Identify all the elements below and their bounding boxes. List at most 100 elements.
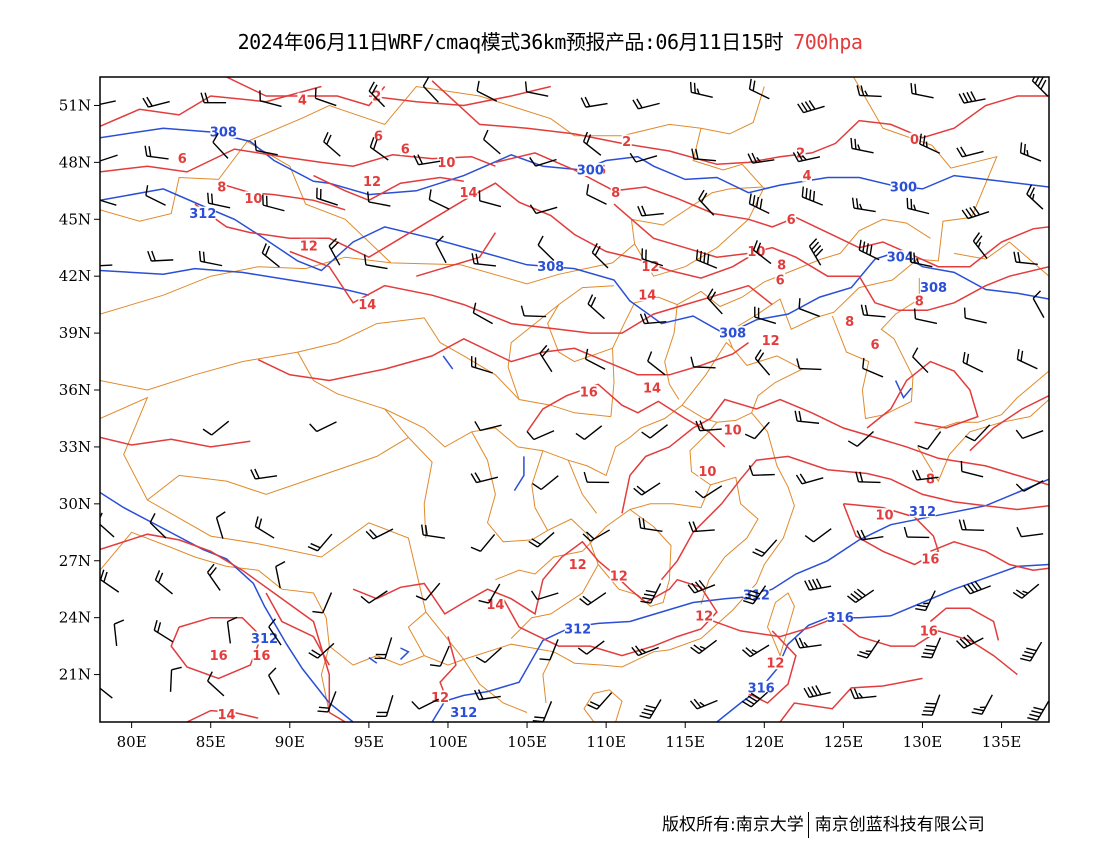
temperature-contour-label: 10 (244, 192, 262, 207)
wind-barb (169, 666, 182, 692)
wind-barb (797, 100, 825, 114)
temperature-contour-label-bg (609, 568, 628, 582)
wind-barb (856, 639, 881, 659)
wind-barb (1019, 142, 1042, 162)
temperature-contour-label-bg (643, 381, 662, 395)
temperature-contour-label: 10 (724, 423, 742, 438)
temperature-contour-label-bg (786, 212, 797, 226)
height-contour (442, 355, 454, 370)
temperature-contour-label-bg (299, 238, 318, 252)
temperature-contour-label: 12 (762, 334, 780, 349)
wind-barb (639, 699, 662, 720)
wind-barb (587, 692, 613, 710)
wind-barb (202, 420, 230, 436)
wind-barb (860, 304, 886, 318)
wind-barb (422, 77, 439, 103)
temperature-contour (218, 182, 346, 211)
boundary-line (954, 241, 1049, 277)
temperature-contour (100, 533, 346, 722)
temperature-contour (352, 540, 718, 657)
height-contour-label: 300 (890, 181, 917, 196)
lon-tick-label: 115E (665, 733, 705, 751)
wind-barb (476, 80, 498, 102)
wind-barb (524, 81, 549, 97)
wind-barb (754, 349, 771, 376)
lon-tick-label: 125E (824, 733, 864, 751)
boundary-line (100, 317, 425, 391)
wind-barb (579, 592, 607, 606)
boundary-line (917, 399, 1049, 483)
lon-tick-label: 120E (745, 733, 785, 751)
wind-barb (100, 199, 117, 206)
wind-barb (963, 580, 991, 595)
temperature-contour-label: 16 (210, 649, 228, 664)
lat-tick-label: 27N (59, 552, 91, 570)
temperature-contour-label: 12 (695, 609, 713, 624)
wind-barb (1027, 700, 1049, 721)
wind-barb (698, 189, 715, 216)
wind-barb (808, 238, 824, 266)
axes: 80E 85E 90E 95E 100E 105E 110E 115E 120E 125E 130E… (59, 96, 1022, 751)
wind-barb (796, 358, 822, 371)
wind-barb (798, 298, 820, 318)
temperature-contour-label-bg (177, 151, 188, 165)
wind-barb (537, 235, 555, 262)
footer-separator (807, 812, 809, 838)
height-contour-label-bg (577, 162, 604, 176)
height-contour-label-bg (890, 180, 917, 194)
wind-barb (641, 248, 664, 267)
temperature-contour (368, 85, 551, 107)
wind-barb (640, 583, 662, 604)
temperature-contour-label-bg (568, 557, 587, 571)
wind-barb (100, 687, 113, 699)
wind-barb (153, 620, 174, 643)
temperature-contour-label: 6 (374, 129, 383, 144)
wind-barb (919, 133, 941, 154)
temperature-contour-label: 4 (298, 93, 307, 108)
wind-barb (1016, 348, 1038, 370)
wind-barb (958, 519, 985, 531)
height-contour-label: 308 (210, 126, 237, 141)
temperature-contour-label-bg (216, 180, 227, 194)
wind-barb (856, 529, 884, 541)
wind-barb (207, 192, 231, 209)
height-contour-label-bg (251, 631, 278, 645)
wind-barb (747, 152, 775, 164)
wind-barb (539, 344, 553, 373)
wind-barb (144, 145, 169, 160)
temperature-contour-label: 10 (437, 156, 455, 171)
temperature-contour-label-bg (610, 185, 621, 199)
wind-barb (847, 431, 875, 447)
wind-barb (794, 410, 820, 424)
lat-tick-label: 42N (59, 267, 91, 285)
temperature-contour (866, 360, 979, 429)
map-frame (99, 76, 1050, 723)
wind-barb (956, 634, 984, 649)
height-contour-label-bg (748, 680, 775, 694)
wind-barb (910, 82, 934, 99)
boundary-line (821, 218, 931, 260)
height-contour-label-bg (920, 280, 947, 294)
temperature-contour (969, 395, 1049, 452)
temperature-contour (170, 616, 263, 680)
wind-barb (316, 187, 338, 206)
wind-barb (268, 618, 282, 646)
temperature-contour-label-bg (698, 464, 717, 478)
temperature-contour-label-bg (775, 272, 786, 286)
temperature-contour-label-bg (621, 134, 632, 148)
temperature-contour-label-bg (579, 384, 598, 398)
lon-tick-label: 105E (507, 733, 547, 751)
wind-barb (688, 521, 715, 533)
height-contour-label: 312 (251, 632, 278, 647)
wind-barb (145, 185, 166, 206)
wind-barb (478, 190, 502, 208)
wind-barb (639, 313, 667, 325)
temperature-contour-label: 8 (845, 315, 854, 330)
wind-barb (212, 132, 229, 159)
temperature-contour-label-bg (875, 508, 894, 522)
wind-barb (1015, 429, 1044, 440)
company-name: 南京创蓝科技有限公司 (814, 815, 985, 835)
wind-barb (206, 563, 221, 591)
boundary-line (567, 460, 597, 514)
